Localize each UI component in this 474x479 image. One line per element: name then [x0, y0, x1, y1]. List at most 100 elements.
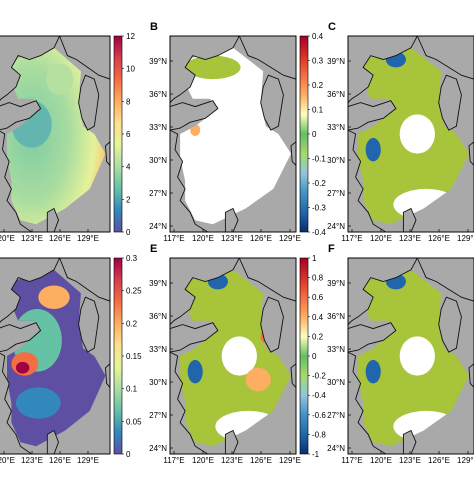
hotspot-core	[15, 361, 30, 374]
lat-tick-label: 24°N	[149, 444, 167, 453]
lon-tick-label: 129°E	[279, 456, 301, 465]
panel-letter: F	[328, 243, 335, 255]
lon-tick-label: 129°E	[279, 234, 301, 243]
landmass	[347, 100, 397, 131]
lon-tick-label: 123°E	[221, 456, 243, 465]
landmass	[169, 257, 241, 326]
estuary-zone	[187, 359, 203, 384]
panel-frame	[347, 257, 474, 455]
colorbar	[113, 35, 123, 233]
panel-letter: E	[150, 243, 157, 255]
colorbar-tick-label: -1	[312, 450, 320, 459]
colorbar-tick-label: 0.1	[126, 385, 138, 394]
landmass	[260, 74, 284, 131]
lat-tick-label: 24°N	[327, 222, 345, 231]
panel-frame	[169, 35, 297, 233]
landmass	[169, 100, 219, 131]
colorbar-tick-label: -0.3	[312, 204, 326, 213]
landmass	[402, 207, 417, 233]
lon-tick-label: 117°E	[341, 456, 362, 465]
panel-frame	[0, 257, 111, 455]
colorbar-tick-label: -0.6	[312, 411, 326, 420]
lat-tick-label: 30°N	[327, 156, 345, 165]
landmass	[78, 296, 100, 353]
lon-tick-label: 117°E	[163, 456, 184, 465]
lon-tick-label: 126°E	[428, 456, 450, 465]
lat-tick-label: 24°N	[327, 444, 345, 453]
lon-tick-label: 123°E	[221, 234, 243, 243]
colorbar-tick-label: -0.4	[312, 228, 326, 237]
panel-frame	[347, 35, 474, 233]
map-panel: E 39°N 36°N 33°N 30°N 27°N 24°N 117°E 120°E 123°E…	[149, 243, 326, 465]
map-panel: 120°E 123°E 126°E 129°E 12 10 8 6 4 2 0	[0, 32, 135, 243]
lat-tick-label: 27°N	[327, 411, 345, 420]
colorbar-tick-label: -0.8	[312, 430, 326, 439]
lon-tick-label: 120°E	[370, 234, 392, 243]
lat-tick-label: 33°N	[149, 345, 167, 354]
lon-tick-label: 120°E	[0, 234, 15, 243]
colorbar-tick-label: 4	[126, 163, 131, 172]
panel-letter: B	[150, 21, 158, 33]
lat-tick-label: 33°N	[149, 123, 167, 132]
colorbar-tick-label: -0.4	[312, 391, 326, 400]
lon-tick-label: 126°E	[49, 456, 71, 465]
landmass	[78, 74, 100, 131]
landmass	[416, 35, 474, 80]
lat-tick-label: 39°N	[149, 57, 167, 66]
lon-tick-label: 120°E	[192, 456, 214, 465]
lon-tick-label: 123°E	[21, 234, 43, 243]
shelf-zone	[15, 387, 61, 419]
bohai-zone	[38, 285, 70, 309]
colorbar-tick-label: -0.1	[312, 155, 326, 164]
colorbar-tick-label: 10	[126, 65, 135, 74]
colorbar-tick-label: 0	[126, 450, 131, 459]
landmass	[438, 74, 462, 131]
lat-tick-label: 33°N	[327, 345, 345, 354]
lon-tick-label: 120°E	[192, 234, 214, 243]
lat-tick-label: 27°N	[149, 411, 167, 420]
lon-tick-label: 123°E	[399, 234, 421, 243]
landmass	[0, 35, 61, 101]
colorbar-tick-label: 0.15	[126, 352, 142, 361]
landmass	[224, 207, 239, 233]
masked-zone	[221, 336, 257, 376]
landmass	[468, 363, 474, 389]
landmass	[347, 322, 397, 353]
lon-tick-label: 120°E	[0, 456, 15, 465]
lat-tick-label: 24°N	[149, 222, 167, 231]
lat-tick-label: 33°N	[327, 123, 345, 132]
lat-tick-label: 36°N	[327, 90, 345, 99]
colorbar-tick-label: 0	[312, 352, 317, 361]
lat-tick-label: 30°N	[149, 378, 167, 387]
colorbar-tick-label: 0.1	[312, 106, 324, 115]
lon-tick-label: 126°E	[250, 456, 272, 465]
landmass	[402, 429, 417, 455]
lon-tick-label: 126°E	[49, 234, 71, 243]
estuary-zone	[365, 359, 381, 384]
landmass	[46, 207, 59, 233]
colorbar-tick-label: 1	[312, 254, 317, 263]
bohai-zone	[185, 55, 241, 80]
colorbar-tick-label: 0.25	[126, 287, 142, 296]
landmass	[347, 257, 419, 326]
colorbar-tick-label: 0.2	[312, 81, 324, 90]
lat-tick-label: 39°N	[327, 279, 345, 288]
lon-tick-label: 126°E	[250, 234, 272, 243]
lat-tick-label: 39°N	[149, 279, 167, 288]
lon-tick-label: 123°E	[399, 456, 421, 465]
lat-tick-label: 36°N	[149, 90, 167, 99]
colorbar	[113, 257, 123, 455]
masked-zone	[399, 336, 435, 376]
panel-frame	[0, 35, 111, 233]
masked-zone	[399, 114, 435, 154]
map-panel: C 39°N 36°N 33°N 30°N 27°N 24°N 117°E 120°E 123°E…	[327, 21, 474, 243]
landmass	[347, 35, 419, 104]
lat-tick-label: 36°N	[327, 312, 345, 321]
landmass	[224, 429, 239, 455]
landmass	[0, 257, 61, 323]
landmass	[0, 100, 42, 131]
colorbar-tick-label: -0.2	[312, 179, 326, 188]
colorbar-tick-label: 0.4	[312, 32, 324, 41]
map-panel: 120°E 123°E 126°E 129°E 0.3 0.25 0.2 0.15 0.1 0.0…	[0, 254, 142, 465]
